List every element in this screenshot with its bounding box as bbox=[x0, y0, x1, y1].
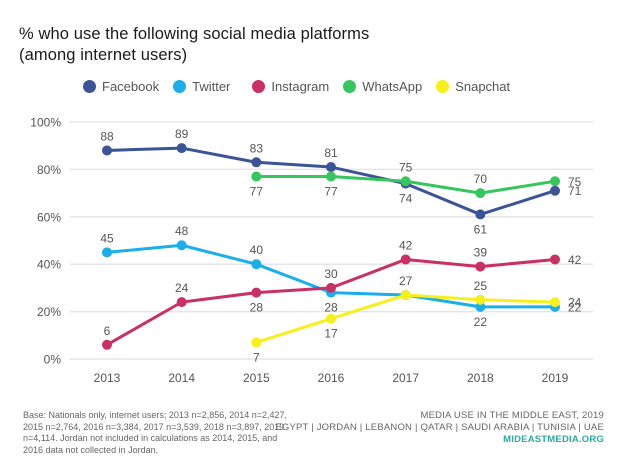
data-point-whatsapp bbox=[251, 171, 262, 182]
chart-title-line-2: (among internet users) bbox=[19, 46, 188, 64]
y-tick-label: 60% bbox=[37, 210, 61, 224]
data-point-instagram bbox=[326, 282, 336, 293]
data-point-twitter bbox=[176, 240, 187, 251]
data-label-facebook: 83 bbox=[250, 141, 264, 155]
data-point-facebook bbox=[550, 185, 560, 196]
data-point-twitter bbox=[251, 259, 262, 270]
data-label-snapchat: 17 bbox=[324, 327, 338, 341]
data-point-whatsapp bbox=[326, 171, 336, 182]
data-point-snapchat bbox=[550, 297, 560, 308]
data-point-instagram bbox=[251, 287, 262, 298]
data-point-whatsapp bbox=[550, 176, 560, 187]
data-point-instagram bbox=[400, 254, 411, 265]
y-tick-label: 40% bbox=[37, 258, 61, 272]
data-label-twitter: 40 bbox=[250, 243, 264, 257]
legend-item-instagram: Instagram bbox=[252, 79, 329, 94]
data-label-instagram: 28 bbox=[250, 301, 264, 315]
data-point-snapchat bbox=[326, 313, 336, 324]
legend-label-whatsapp: WhatsApp bbox=[362, 78, 423, 94]
data-point-snapchat bbox=[251, 337, 262, 348]
data-point-facebook bbox=[102, 145, 112, 156]
data-point-whatsapp bbox=[400, 176, 411, 187]
data-label-instagram: 30 bbox=[324, 267, 338, 281]
legend-swatch-whatsapp bbox=[343, 79, 357, 93]
data-point-instagram bbox=[550, 254, 560, 265]
data-point-facebook bbox=[326, 162, 336, 173]
data-label-whatsapp: 75 bbox=[399, 160, 413, 174]
data-label-twitter: 22 bbox=[474, 315, 488, 329]
y-tick-label: 0% bbox=[44, 353, 62, 367]
data-label-facebook: 89 bbox=[175, 127, 189, 141]
data-label-facebook: 71 bbox=[568, 184, 582, 198]
data-label-facebook: 88 bbox=[100, 129, 114, 143]
x-tick-label: 2018 bbox=[467, 371, 494, 385]
y-tick-label: 80% bbox=[37, 163, 61, 177]
data-label-snapchat: 24 bbox=[568, 296, 582, 310]
legend-swatch-twitter bbox=[173, 79, 187, 93]
data-point-instagram bbox=[176, 297, 187, 308]
data-point-instagram bbox=[475, 261, 486, 272]
data-label-snapchat: 25 bbox=[474, 279, 488, 293]
data-label-instagram: 42 bbox=[399, 238, 413, 252]
data-label-twitter: 28 bbox=[324, 301, 338, 315]
source-title: MEDIA USE IN THE MIDDLE EAST, 2019 bbox=[420, 410, 604, 421]
y-tick-label: 20% bbox=[37, 305, 61, 319]
data-label-twitter: 48 bbox=[175, 224, 189, 238]
data-label-twitter: 45 bbox=[100, 231, 114, 245]
data-label-instagram: 42 bbox=[568, 253, 582, 267]
data-point-twitter bbox=[102, 247, 112, 258]
legend-item-facebook: Facebook bbox=[83, 79, 159, 94]
data-label-instagram: 24 bbox=[175, 281, 189, 295]
data-label-instagram: 39 bbox=[474, 246, 488, 260]
x-tick-label: 2014 bbox=[168, 371, 195, 385]
legend-item-snapchat: Snapchat bbox=[436, 79, 510, 94]
legend-swatch-snapchat bbox=[436, 79, 450, 93]
source-block: MEDIA USE IN THE MIDDLE EAST, 2019 EGYPT… bbox=[275, 410, 604, 446]
data-label-facebook: 61 bbox=[474, 222, 488, 236]
x-tick-label: 2019 bbox=[542, 371, 569, 385]
legend-swatch-facebook bbox=[83, 79, 96, 93]
data-label-facebook: 74 bbox=[399, 192, 413, 206]
chart-title: % who use the following social media pla… bbox=[19, 24, 369, 66]
data-point-whatsapp bbox=[475, 188, 486, 199]
footnote: Base: Nationals only, internet users; 20… bbox=[23, 410, 288, 455]
data-label-snapchat: 7 bbox=[253, 350, 260, 364]
x-tick-label: 2015 bbox=[243, 371, 270, 385]
x-tick-label: 2017 bbox=[392, 371, 419, 385]
x-tick-label: 2013 bbox=[94, 371, 121, 385]
legend-label-instagram: Instagram bbox=[271, 78, 330, 94]
chart-title-line-1: % who use the following social media pla… bbox=[19, 25, 370, 43]
legend-label-facebook: Facebook bbox=[102, 78, 160, 94]
data-label-instagram: 6 bbox=[104, 324, 111, 338]
source-link[interactable]: MIDEASTMEDIA.ORG bbox=[503, 434, 604, 445]
data-label-snapchat: 27 bbox=[399, 274, 413, 288]
data-point-facebook bbox=[475, 209, 486, 220]
data-point-instagram bbox=[102, 339, 112, 350]
data-label-whatsapp: 70 bbox=[474, 172, 488, 186]
data-point-twitter bbox=[475, 301, 486, 312]
y-tick-label: 100% bbox=[30, 116, 61, 130]
legend-item-whatsapp: WhatsApp bbox=[343, 79, 422, 94]
x-tick-label: 2016 bbox=[318, 371, 345, 385]
legend-label-snapchat: Snapchat bbox=[455, 78, 511, 94]
legend-label-twitter: Twitter bbox=[192, 78, 231, 94]
data-point-snapchat bbox=[475, 294, 486, 305]
source-countries: EGYPT | JORDAN | LEBANON | QATAR | SAUDI… bbox=[275, 422, 604, 433]
data-label-facebook: 81 bbox=[324, 146, 338, 160]
chart-legend: Facebook Twitter Instagram WhatsApp Snap… bbox=[83, 75, 524, 97]
data-label-whatsapp: 75 bbox=[568, 175, 582, 189]
data-point-snapchat bbox=[400, 290, 411, 301]
legend-swatch-instagram bbox=[252, 79, 266, 93]
series-line-snapchat bbox=[254, 293, 557, 344]
data-label-whatsapp: 77 bbox=[250, 185, 264, 199]
data-label-twitter: 22 bbox=[568, 300, 582, 314]
data-point-facebook bbox=[251, 157, 262, 168]
data-label-whatsapp: 77 bbox=[324, 185, 338, 199]
data-point-facebook bbox=[176, 143, 187, 154]
legend-item-twitter: Twitter bbox=[173, 79, 230, 94]
